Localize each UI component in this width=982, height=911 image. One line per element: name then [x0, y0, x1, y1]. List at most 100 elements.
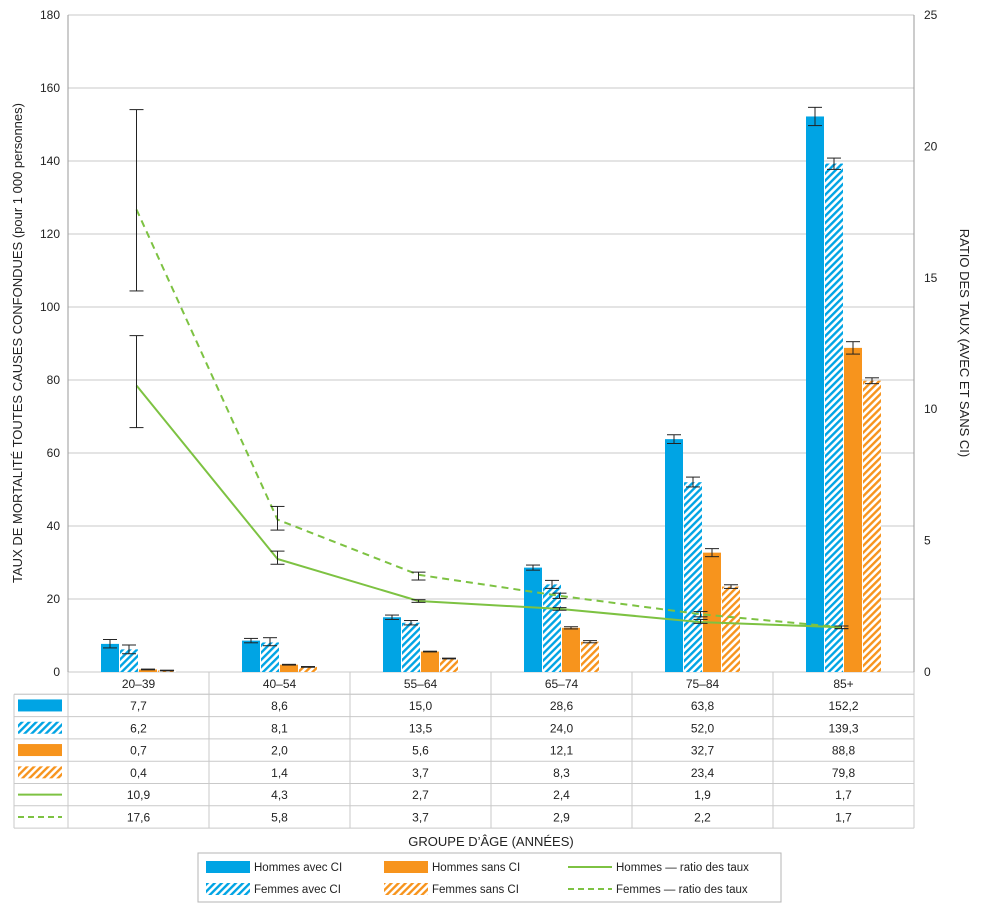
- table-cell: 2,2: [694, 810, 711, 824]
- bar: [665, 439, 683, 672]
- bar: [562, 627, 580, 672]
- table-cell: 63,8: [691, 699, 715, 713]
- category-label: 75–84: [686, 677, 720, 691]
- table-cell: 79,8: [832, 766, 856, 780]
- bar: [806, 116, 824, 673]
- table-cell: 139,3: [828, 721, 858, 735]
- table-cell: 8,3: [553, 766, 570, 780]
- bar: [299, 666, 317, 672]
- ratio-line: [135, 384, 842, 629]
- legend-swatch: [206, 861, 250, 873]
- bar: [120, 649, 138, 672]
- bar: [825, 163, 843, 672]
- table-cell: 1,9: [694, 788, 711, 802]
- row-swatch: [18, 721, 62, 734]
- bar: [261, 642, 279, 672]
- legend-label: Hommes avec CI: [254, 862, 342, 874]
- table-cell: 8,6: [271, 699, 288, 713]
- y-tick-label: 0: [53, 665, 60, 679]
- table-cell: 152,2: [828, 699, 858, 713]
- left-axis-ticks: 0 20 40 60 80 100 120 140 160 180: [40, 8, 60, 679]
- row-swatch: [18, 744, 62, 757]
- row-swatch: [18, 699, 62, 712]
- bar-error-bar: [724, 584, 738, 589]
- bar-error-bar: [686, 476, 700, 488]
- bars-layer: [101, 116, 881, 673]
- table-cell: 17,6: [127, 810, 151, 824]
- table-cell: 2,4: [553, 788, 570, 802]
- line-error-bar: [552, 592, 567, 599]
- table-cell: 2,7: [412, 788, 429, 802]
- legend-label: Hommes sans CI: [432, 862, 520, 874]
- line-error-bar: [411, 571, 426, 581]
- bar: [242, 640, 260, 672]
- y-axis-title: TAUX DE MORTALITÉ TOUTES CAUSES CONFONDU…: [10, 103, 25, 583]
- data-table: 20–39 40–54 55–64 65–74 75–84 85+ 7,7 8,6 15,0 28…: [13, 672, 915, 829]
- legend-label: Femmes sans CI: [432, 884, 519, 896]
- y2-tick-label: 25: [924, 8, 938, 22]
- bar-error-bar: [385, 614, 399, 620]
- y-tick-label: 160: [40, 81, 60, 95]
- legend-label: Femmes — ratio des taux: [616, 884, 748, 896]
- table-cell: 1,7: [835, 788, 852, 802]
- bar: [383, 617, 401, 672]
- right-axis-ticks: 0 5 10 15 20 25: [924, 8, 938, 679]
- bar-error-bar: [865, 377, 879, 385]
- table-cell: 15,0: [409, 699, 433, 713]
- ratio-lines-layer: [135, 209, 842, 629]
- y2-tick-label: 10: [924, 402, 938, 416]
- bar-error-bar: [667, 434, 681, 445]
- gridlines: [67, 14, 915, 673]
- bar-error-bar: [282, 663, 296, 666]
- bar-error-bar: [301, 666, 315, 668]
- line-error-bar: [693, 611, 708, 618]
- table-cell: 5,8: [271, 810, 288, 824]
- y-tick-label: 180: [40, 8, 60, 22]
- table-cell: 52,0: [691, 721, 715, 735]
- y2-tick-label: 5: [924, 534, 931, 548]
- bar-error-bar: [442, 657, 456, 660]
- bar: [543, 584, 561, 672]
- bar-error-bar: [545, 579, 559, 589]
- legend-swatch: [206, 883, 250, 895]
- x-axis-title: GROUPE D’ÂGE (ANNÉES): [408, 834, 573, 849]
- y-tick-label: 20: [47, 592, 61, 606]
- legend-label: Hommes — ratio des taux: [616, 862, 749, 874]
- y-tick-label: 80: [47, 373, 61, 387]
- table-cell: 1,7: [835, 810, 852, 824]
- category-label: 40–54: [263, 677, 297, 691]
- y-tick-label: 120: [40, 227, 60, 241]
- table-cell: 5,6: [412, 744, 429, 758]
- table-cell: 3,7: [412, 766, 429, 780]
- bar: [524, 567, 542, 672]
- bar-error-bar: [103, 639, 117, 649]
- legend-swatch: [384, 883, 428, 895]
- table-cell: 32,7: [691, 744, 715, 758]
- bar: [581, 641, 599, 672]
- y-tick-label: 40: [47, 519, 61, 533]
- bar-error-bar: [141, 668, 155, 671]
- line-error-bar: [411, 599, 426, 603]
- bar-error-bar: [526, 564, 540, 571]
- table-cell: 7,7: [130, 699, 147, 713]
- table-cell: 13,5: [409, 721, 433, 735]
- ratio-line: [135, 209, 842, 629]
- line-error-bar: [270, 505, 285, 531]
- bar-error-bar: [583, 640, 597, 644]
- line-error-bar: [270, 550, 285, 565]
- bar: [863, 380, 881, 672]
- y2-axis-title: RATIO DES TAUX (AVEC ET SANS CI): [957, 229, 972, 458]
- legend-box: [197, 852, 782, 903]
- legend-label: Femmes avec CI: [254, 884, 341, 896]
- bar-error-bar: [160, 669, 174, 672]
- line-error-bar: [834, 625, 849, 630]
- bar: [722, 586, 740, 672]
- table-cell: 0,7: [130, 744, 147, 758]
- table-cell: 2,0: [271, 744, 288, 758]
- bar: [402, 622, 420, 672]
- bar-error-bar: [705, 548, 719, 558]
- legend-swatch: [384, 861, 428, 873]
- table-cell: 88,8: [832, 744, 856, 758]
- y2-tick-label: 15: [924, 271, 938, 285]
- table-cell: 1,4: [271, 766, 288, 780]
